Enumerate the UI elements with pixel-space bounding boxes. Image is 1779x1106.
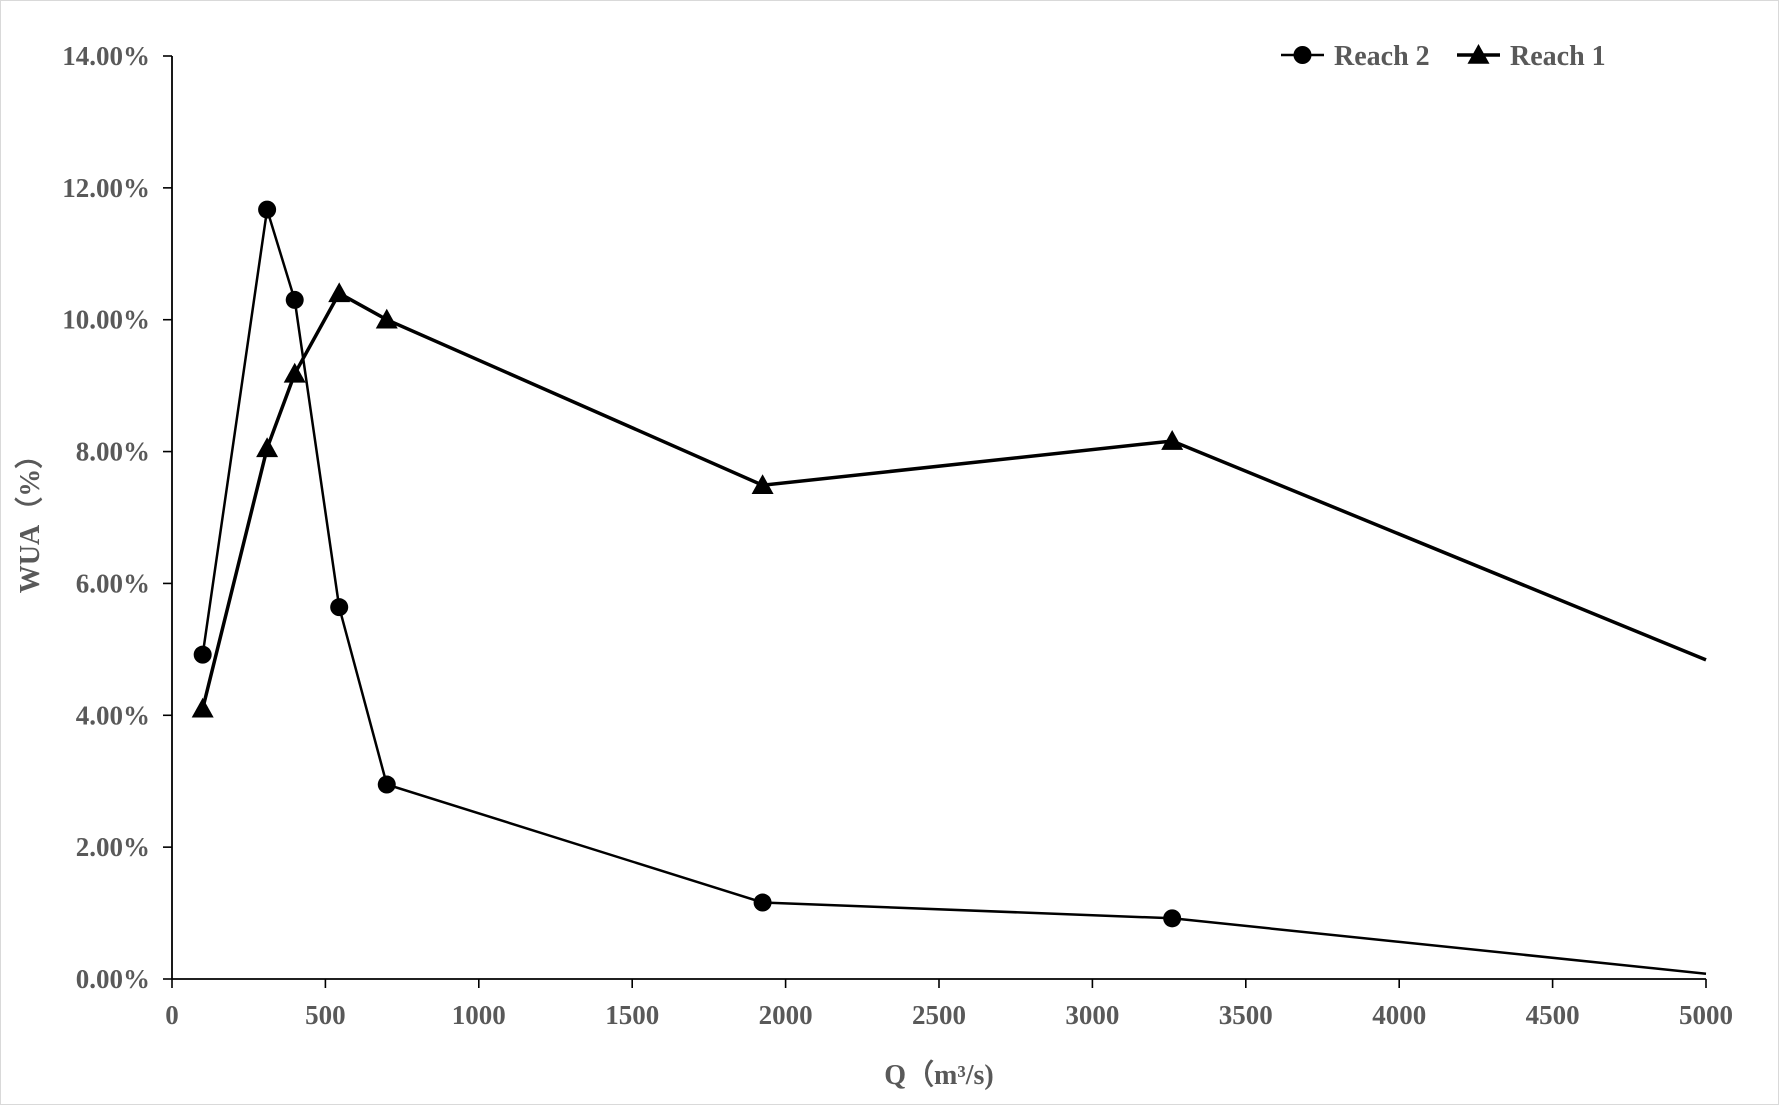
data-point-reach-1 [328,282,351,303]
data-point-reach-1 [191,697,214,718]
series-line-reach-1 [201,290,1707,710]
y-ticks-group: 0.00% 2.00% 4.00% 6.00% 8.00% 10.00% 12.00% 14.… [62,41,172,994]
x-tick-label: 3500 [1219,1000,1273,1030]
x-tick-label: 2000 [759,1000,813,1030]
series-reach-2 [193,200,1707,975]
y-tick-label: 6.00% [76,568,150,598]
axes-group [171,56,1706,980]
legend: Reach 2 Reach 1 [1281,41,1606,72]
legend-label-reach-1: Reach 1 [1510,41,1606,72]
data-point-reach-1 [375,308,398,329]
y-tick-label: 2.00% [76,832,150,862]
y-tick-label: 12.00% [62,173,150,203]
x-tick-label: 2500 [912,1000,966,1030]
data-point-reach-2 [753,893,772,912]
series-line-reach-2 [201,209,1707,975]
data-point-reach-1 [1161,430,1184,450]
legend-marker-reach-1 [1467,44,1490,64]
x-tick-label: 500 [305,1000,346,1030]
legend-item-reach-1: Reach 1 [1457,41,1606,72]
x-tick-label: 4500 [1526,1000,1580,1030]
legend-label-reach-2: Reach 2 [1334,41,1430,72]
x-tick-label: 1000 [452,1000,506,1030]
y-axis-title: WUA（%） [13,441,46,593]
data-point-reach-2 [377,775,396,794]
y-tick-label: 0.00% [76,964,150,994]
data-point-reach-1 [283,362,306,383]
data-point-reach-2 [330,598,349,617]
data-point-reach-1 [751,474,774,494]
data-point-reach-2 [1163,909,1182,928]
x-tick-label: 4000 [1372,1000,1426,1030]
x-tick-label: 0 [165,1000,179,1030]
series-group [191,200,1707,975]
y-tick-label: 8.00% [76,437,150,467]
series-reach-1 [191,282,1707,718]
y-tick-label: 10.00% [62,305,150,335]
x-tick-label: 1500 [605,1000,659,1030]
x-axis-title: Q（m³/s) [884,1058,994,1091]
x-ticks-group: 0 500 1000 1500 2000 2500 3000 3500 4000 4500 5000 [165,979,1733,1030]
y-tick-label: 4.00% [76,700,150,730]
x-tick-label: 3000 [1065,1000,1119,1030]
data-point-reach-1 [256,437,279,458]
legend-marker-reach-2 [1293,46,1312,64]
x-tick-label: 5000 [1679,1000,1733,1030]
data-point-reach-2 [193,645,212,664]
y-tick-label: 14.00% [62,41,150,71]
legend-item-reach-2: Reach 2 [1281,41,1430,72]
data-point-reach-2 [258,200,277,219]
data-point-reach-2 [285,290,304,309]
